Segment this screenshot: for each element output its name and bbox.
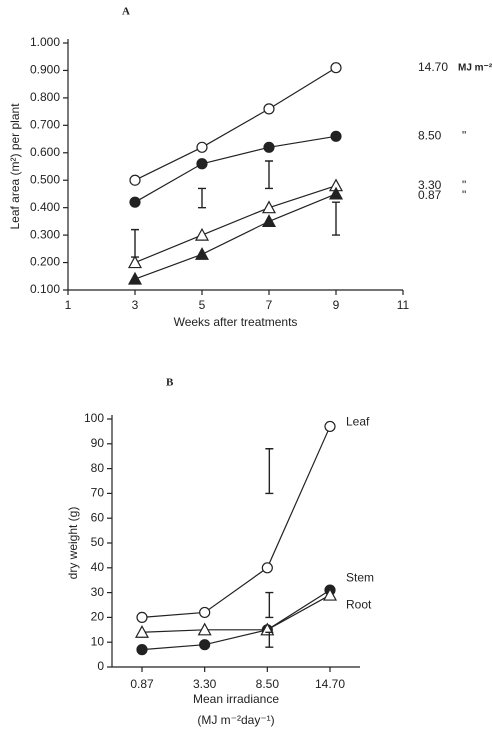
- x-axis-unit: (MJ m⁻²day⁻¹): [197, 713, 274, 727]
- marker: [196, 141, 208, 153]
- marker: [129, 196, 141, 208]
- marker: [324, 420, 336, 433]
- error-bar: [198, 187, 206, 209]
- y-tick-label: 70: [91, 486, 105, 500]
- y-tick-label: 60: [91, 510, 105, 524]
- error-bar: [265, 160, 273, 190]
- y-axis-label: dry weight (g): [66, 507, 80, 580]
- y-tick-label: 1.000: [30, 35, 60, 49]
- y-tick-label: 30: [91, 585, 105, 599]
- marker: [261, 562, 273, 574]
- error-bar: [265, 631, 274, 648]
- x-tick-label: 14.70: [315, 677, 345, 691]
- x-tick-label: 1: [65, 298, 72, 312]
- y-tick-label: 80: [91, 461, 105, 475]
- marker: [328, 186, 344, 200]
- series-label: 0.87: [418, 188, 442, 202]
- y-tick-label: 0.200: [30, 255, 60, 269]
- series-line: [141, 426, 331, 618]
- y-tick-label: 20: [91, 610, 105, 624]
- x-tick-label: 5: [199, 298, 206, 312]
- y-tick-label: 0.700: [30, 118, 60, 132]
- y-tick-label: 0.600: [30, 145, 60, 159]
- x-tick-label: 8.50: [256, 677, 280, 691]
- y-tick-label: 0.100: [30, 282, 60, 296]
- series-line: [134, 67, 337, 181]
- unit-label: MJ m⁻²day⁻¹: [458, 62, 492, 73]
- marker: [322, 587, 338, 601]
- marker: [127, 271, 143, 285]
- y-tick-label: 0.300: [30, 227, 60, 241]
- y-axis-label: Leaf area (m²) per plant: [8, 103, 22, 230]
- y-tick-label: 0.800: [30, 90, 60, 104]
- y-tick-label: 0.900: [30, 63, 60, 77]
- x-tick-label: 3.30: [193, 677, 217, 691]
- series-label: 14.70: [418, 60, 448, 74]
- y-tick-label: 50: [91, 535, 105, 549]
- marker: [197, 622, 212, 636]
- marker: [261, 200, 277, 214]
- axis: [67, 39, 403, 291]
- ditto-mark: ": [462, 188, 466, 202]
- x-tick-label: 11: [397, 298, 410, 312]
- marker: [263, 103, 275, 115]
- marker: [199, 606, 211, 619]
- ditto-mark: ": [462, 178, 466, 192]
- ditto-mark: ": [462, 128, 466, 142]
- error-bar: [265, 448, 274, 495]
- x-tick-label: 3: [132, 298, 139, 312]
- series-label: Leaf: [346, 415, 370, 429]
- series-label: Root: [346, 597, 372, 611]
- panel-title: A: [122, 6, 130, 18]
- marker: [263, 141, 275, 153]
- marker: [261, 214, 277, 227]
- series-line: [134, 135, 337, 203]
- panel-title: B: [166, 377, 174, 389]
- error-bar: [332, 201, 340, 236]
- x-axis-label: Weeks after treatments: [174, 315, 298, 329]
- y-tick-label: 0.500: [30, 172, 60, 186]
- marker: [136, 611, 148, 624]
- y-tick-label: 40: [91, 560, 105, 574]
- error-bar: [265, 591, 274, 619]
- x-axis-label: Mean irradiance: [193, 692, 279, 706]
- y-tick-label: 0.400: [30, 200, 60, 214]
- error-bar: [131, 228, 139, 258]
- marker: [127, 255, 143, 269]
- series-line: [134, 193, 337, 280]
- series-line: [141, 594, 331, 633]
- marker: [330, 62, 342, 74]
- y-tick-label: 100: [84, 411, 104, 425]
- marker: [199, 639, 211, 651]
- series-line: [134, 185, 337, 264]
- marker: [129, 174, 141, 186]
- x-tick-label: 7: [266, 298, 273, 312]
- y-tick-label: 0: [97, 659, 104, 673]
- series-label: 3.30: [418, 178, 442, 192]
- series-line: [141, 589, 331, 651]
- y-tick-label: 90: [91, 436, 105, 450]
- marker: [196, 158, 208, 170]
- marker: [194, 227, 210, 241]
- marker: [330, 130, 342, 142]
- x-tick-label: 9: [333, 298, 340, 312]
- series-label: 8.50: [418, 128, 442, 142]
- marker: [136, 644, 148, 656]
- y-tick-label: 10: [91, 634, 105, 648]
- marker: [134, 625, 150, 638]
- x-tick-label: 0.87: [130, 677, 154, 691]
- series-label: Stem: [346, 570, 374, 584]
- marker: [194, 247, 210, 260]
